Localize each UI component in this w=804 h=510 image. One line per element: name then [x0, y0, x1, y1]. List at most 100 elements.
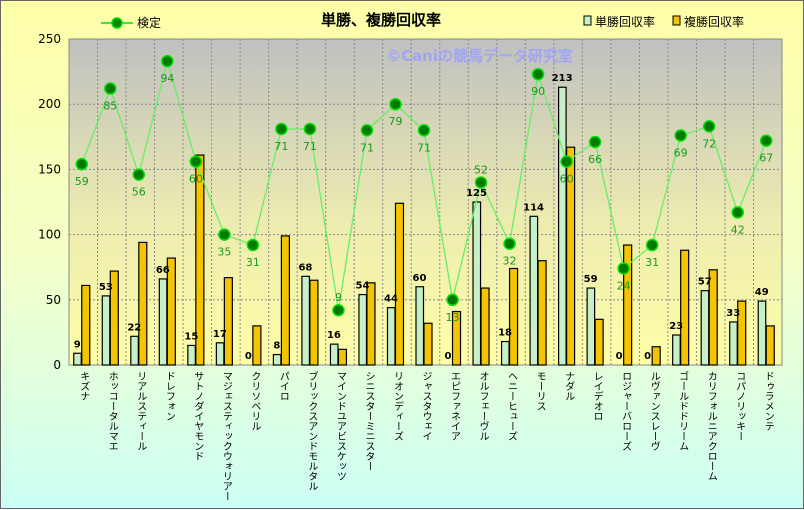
x-tick-label: マインドユアビスケッツ [334, 371, 346, 481]
tansho-data-label: 0 [245, 351, 252, 362]
kentei-data-label: 24 [617, 280, 631, 293]
kentei-point [303, 122, 317, 136]
kentei-data-label: 13 [446, 311, 460, 324]
bar-tansho [672, 334, 681, 366]
bar-tansho [272, 353, 282, 366]
kentei-point [218, 228, 231, 241]
y-tick-label: 200 [38, 97, 61, 111]
x-tick-label: ジャスタウェイ [420, 371, 432, 441]
y-tick-label: 50 [46, 293, 61, 307]
kentei-data-label: 69 [674, 146, 688, 159]
kentei-data-label: 35 [217, 246, 231, 259]
kentei-point [759, 134, 773, 147]
bar-fukusho [565, 146, 576, 366]
kentei-data-label: 71 [417, 141, 431, 154]
legend-label-fukusho: 複勝回収率 [684, 14, 744, 29]
bar-fukusho [480, 287, 490, 366]
tansho-data-label: 59 [584, 274, 598, 285]
kentei-point [389, 97, 402, 111]
x-tick-label: キズナ [78, 371, 90, 401]
tansho-data-label: 125 [466, 188, 487, 199]
kentei-point [246, 238, 260, 252]
x-tick-label: クリソベリル [249, 371, 261, 431]
bar-fukusho [223, 277, 233, 366]
tansho-data-label: 54 [355, 281, 369, 292]
legend-label-tansho: 単勝回収率 [595, 14, 655, 29]
bar-fukusho [337, 348, 348, 366]
chart-title: 単勝、複勝回収率 [321, 11, 441, 29]
bar-fukusho [394, 202, 405, 366]
legend-kentei: 検定 [101, 15, 161, 30]
kentei-data-label: 72 [702, 137, 716, 150]
bar-fukusho [252, 325, 262, 366]
legend-label-kentei: 検定 [137, 15, 161, 30]
kentei-data-label: 67 [759, 152, 773, 165]
kentei-point [474, 176, 488, 189]
kentei-point [75, 157, 89, 171]
kentei-point [560, 155, 573, 168]
watermark: ©Caniの競馬データ研究室 [386, 47, 573, 65]
x-tick-label: ナダル [563, 371, 575, 401]
tansho-data-label: 68 [298, 262, 312, 273]
bar-fukusho [166, 257, 176, 366]
tansho-data-label: 60 [413, 273, 427, 284]
bar-fukusho [537, 260, 547, 366]
x-tick-label: ルヴァンスレーヴ [648, 371, 660, 451]
x-tick-label: ヘニーヒューズ [506, 371, 518, 441]
tansho-data-label: 0 [616, 351, 623, 362]
x-tick-label: ロジャーバローズ [620, 371, 632, 451]
tansho-data-label: 53 [99, 282, 113, 293]
y-tick-label: 250 [38, 32, 61, 46]
bar-fukusho [680, 249, 690, 366]
plot-area [68, 38, 783, 366]
kentei-point [132, 168, 146, 181]
kentei-data-label: 60 [560, 173, 574, 186]
kentei-point [588, 135, 602, 149]
kentei-point [161, 54, 174, 68]
bar-fukusho [423, 322, 433, 366]
x-tick-label: リアルスティール [135, 371, 147, 451]
kentei-point [531, 67, 545, 81]
kentei-data-label: 71 [303, 140, 317, 153]
kentei-point [702, 120, 716, 133]
bar-tansho [757, 300, 767, 366]
kentei-point [189, 155, 203, 168]
tansho-data-label: 22 [127, 322, 141, 333]
kentei-data-label: 71 [274, 140, 288, 153]
kentei-point [446, 293, 459, 307]
kentei-data-label: 94 [160, 72, 174, 85]
x-tick-label: ブリックスアンドモルタル [306, 370, 318, 491]
bar-fukusho [451, 310, 462, 366]
bar-fukusho [594, 318, 604, 366]
bar-tansho [358, 293, 368, 366]
kentei-data-label: 56 [132, 186, 146, 199]
legend-marker-swatch [111, 17, 123, 29]
bar-fukusho [280, 235, 290, 366]
y-tick-label: 100 [38, 228, 61, 242]
x-tick-label: ドレフォン [163, 371, 174, 421]
kentei-data-label: 32 [503, 255, 517, 268]
bar-fukusho [708, 269, 718, 366]
kentei-point [617, 262, 630, 275]
bar-fukusho [81, 284, 91, 366]
kentei-point [360, 124, 374, 137]
bar-tansho [586, 287, 596, 366]
bar-tansho [329, 343, 339, 366]
kentei-point [275, 122, 288, 136]
legend-bars: 単勝回収率 複勝回収率 [583, 14, 744, 29]
x-tick-label: コパノリッキー [734, 371, 746, 441]
kentei-point [503, 237, 516, 250]
bar-tansho [215, 342, 225, 366]
bar-fukusho [623, 244, 633, 366]
bar-tansho [386, 307, 396, 366]
bar-fukusho [309, 279, 319, 366]
x-tick-label: モーリス [534, 371, 545, 411]
x-tick-label: ドゥラメンテ [762, 371, 773, 431]
kentei-data-label: 31 [246, 256, 260, 269]
tansho-data-label: 16 [327, 330, 341, 341]
kentei-data-label: 66 [588, 153, 602, 166]
tansho-data-label: 8 [273, 341, 280, 352]
tansho-data-label: 9 [74, 339, 81, 350]
x-tick-label: カリフォルニアクローム [705, 371, 717, 481]
tansho-data-label: 15 [184, 331, 198, 342]
